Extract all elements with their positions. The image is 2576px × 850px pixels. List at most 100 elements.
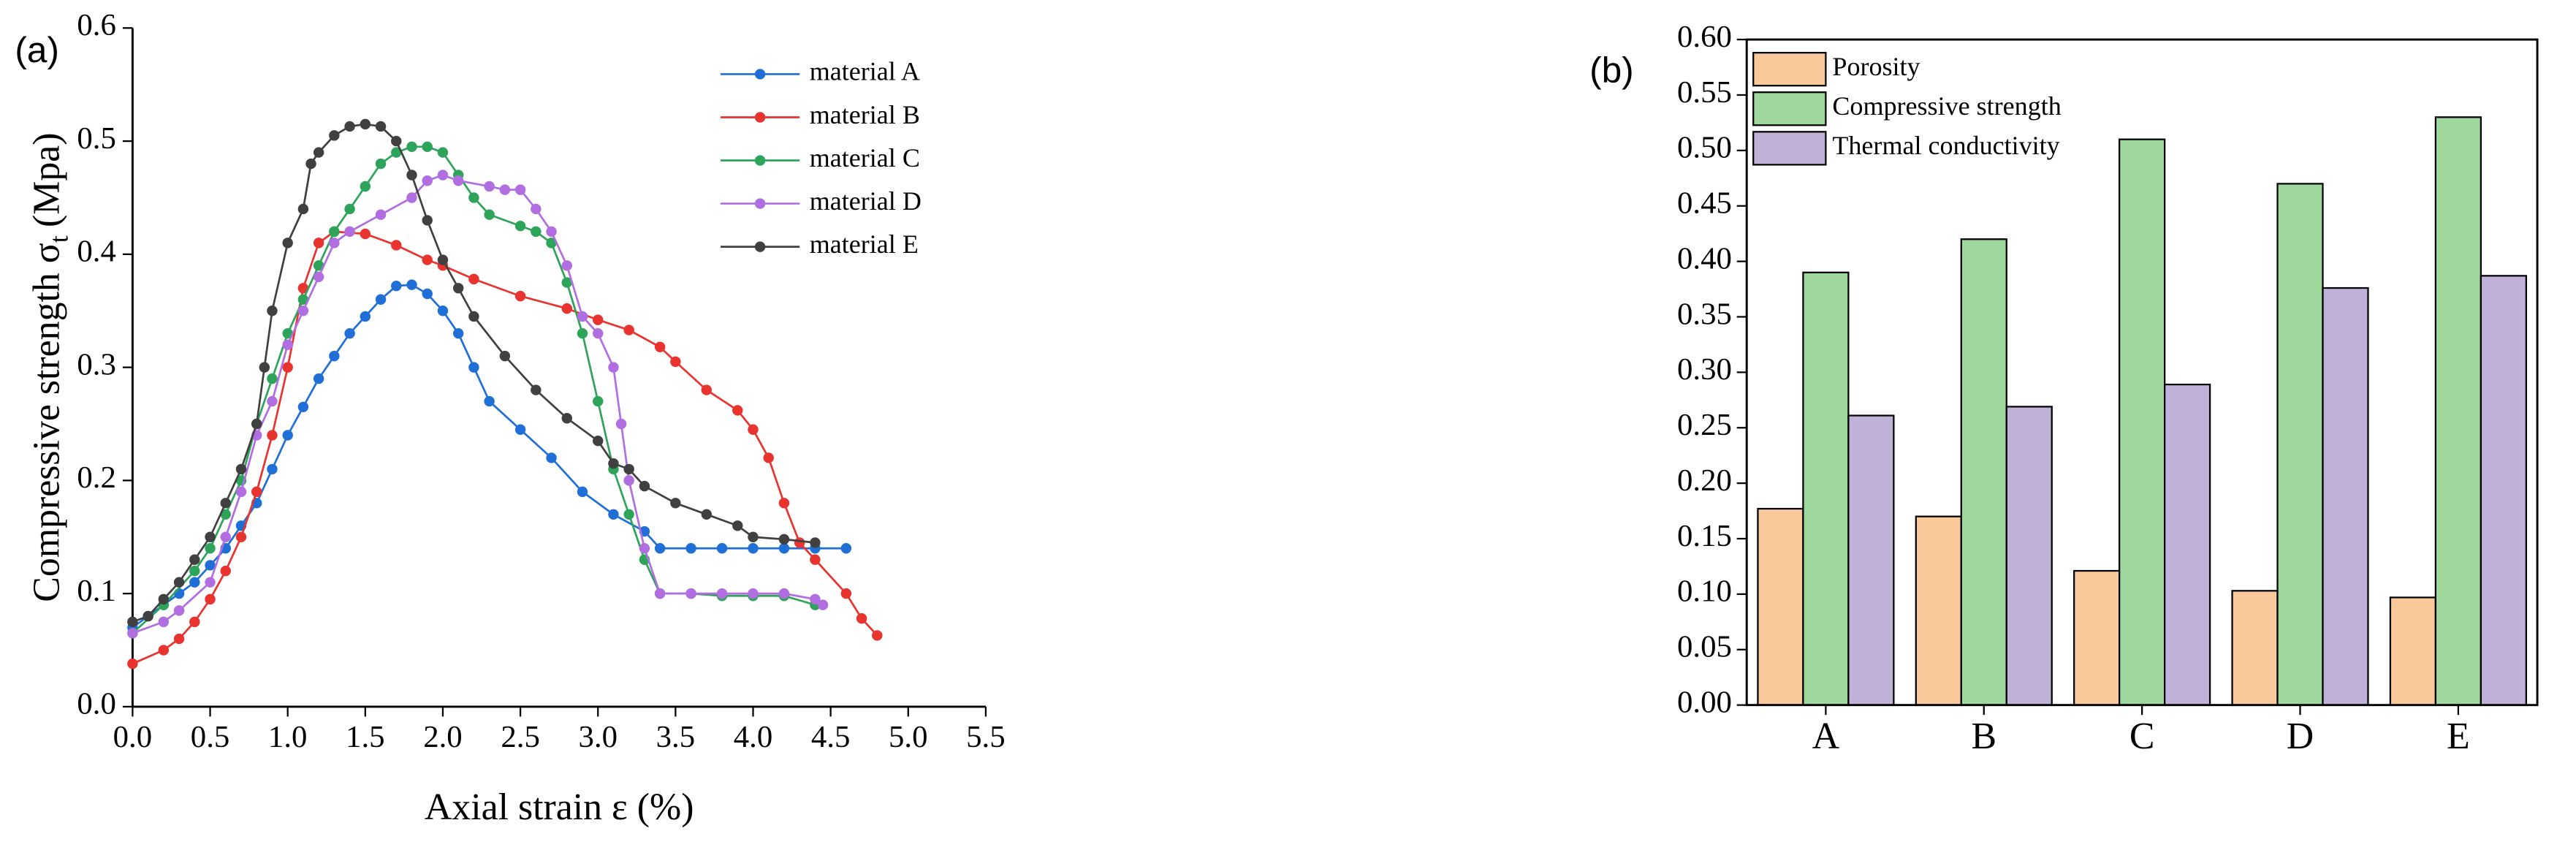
- x-tick-label: 4.5: [811, 720, 851, 754]
- data-point: [639, 543, 650, 554]
- legend-marker: [754, 112, 766, 123]
- data-point: [514, 220, 526, 232]
- x-tick-label: 3.0: [578, 720, 618, 754]
- bar: [1960, 238, 2007, 706]
- legend-marker: [754, 69, 766, 80]
- data-point: [468, 192, 479, 203]
- data-point: [561, 277, 572, 288]
- data-point: [235, 531, 247, 542]
- data-point: [623, 475, 634, 486]
- data-point: [189, 577, 200, 588]
- data-point: [375, 294, 387, 305]
- data-point: [360, 181, 371, 192]
- data-point: [778, 534, 790, 545]
- data-point: [623, 509, 634, 520]
- legend-swatch: [1752, 91, 1827, 126]
- data-point: [623, 325, 634, 335]
- data-point: [391, 135, 402, 147]
- x-tick-label: 5.0: [889, 720, 928, 754]
- data-point: [313, 238, 324, 248]
- x-tick-label: 3.5: [656, 720, 696, 754]
- bar: [1802, 271, 1850, 706]
- bar: [1915, 515, 1962, 706]
- data-point: [840, 543, 852, 554]
- data-point: [305, 158, 316, 170]
- bar: [2276, 183, 2324, 706]
- legend-label: Compressive strength: [1832, 91, 2061, 121]
- data-point: [267, 463, 278, 475]
- data-point: [732, 405, 743, 416]
- data-point: [514, 424, 526, 435]
- data-point: [158, 645, 170, 656]
- x-tick-label: 4.0: [734, 720, 773, 754]
- x-tick-label: 2.0: [423, 720, 463, 754]
- data-point: [173, 588, 185, 599]
- data-point: [391, 280, 402, 292]
- data-point: [235, 486, 247, 498]
- data-point: [608, 458, 619, 469]
- data-point: [375, 158, 387, 170]
- bar: [2389, 596, 2437, 706]
- data-point: [468, 362, 479, 373]
- data-point: [220, 509, 231, 520]
- data-point: [344, 327, 355, 339]
- data-point: [623, 463, 634, 475]
- data-point: [205, 593, 216, 605]
- x-tick-label: 1.5: [346, 720, 385, 754]
- bar: [2434, 116, 2482, 706]
- data-point: [593, 327, 604, 339]
- data-point: [654, 588, 666, 599]
- y-tick-label: 0.55: [1677, 75, 1732, 110]
- data-point: [297, 203, 309, 215]
- bar: [2231, 590, 2279, 706]
- data-point: [158, 593, 170, 605]
- data-point: [514, 290, 526, 302]
- data-point: [499, 350, 511, 362]
- data-point: [654, 543, 666, 554]
- legend-label: material C: [810, 143, 920, 172]
- data-point: [235, 463, 247, 475]
- legend-swatch: [1752, 131, 1827, 166]
- data-point: [810, 537, 821, 548]
- y-tick-label: 0.35: [1677, 297, 1732, 331]
- data-point: [267, 373, 278, 384]
- data-point: [546, 452, 557, 463]
- data-point: [748, 588, 759, 599]
- data-point: [127, 658, 138, 669]
- data-point: [748, 531, 759, 542]
- data-point: [329, 238, 340, 248]
- x-tick-label: D: [2287, 716, 2314, 757]
- series-line: [132, 145, 816, 634]
- data-point: [297, 401, 309, 412]
- x-tick-label: 5.5: [966, 720, 1006, 754]
- legend-label: Porosity: [1832, 52, 1920, 81]
- y-tick-label: 0.2: [77, 460, 116, 495]
- data-point: [531, 203, 542, 215]
- data-point: [872, 630, 883, 641]
- data-point: [329, 350, 340, 362]
- y-tick-label: 0.00: [1677, 685, 1732, 719]
- data-point: [297, 306, 309, 316]
- data-point: [205, 577, 216, 588]
- data-point: [701, 509, 713, 520]
- data-point: [297, 294, 309, 305]
- y-tick-label: 0.50: [1677, 131, 1732, 165]
- bar: [2005, 406, 2053, 706]
- data-point: [701, 384, 713, 395]
- y-tick-label: 0.6: [77, 8, 116, 42]
- data-point: [282, 339, 293, 350]
- y-tick-label: 0.5: [77, 121, 116, 156]
- data-point: [615, 418, 627, 430]
- data-point: [778, 588, 790, 599]
- legend-marker: [754, 241, 766, 252]
- y-tick-label: 0.0: [77, 687, 116, 721]
- data-point: [329, 130, 340, 141]
- data-point: [437, 170, 449, 181]
- data-point: [406, 170, 417, 181]
- panel-label: (a): [15, 29, 59, 70]
- x-tick-label: A: [1812, 716, 1840, 757]
- bar: [2163, 383, 2211, 706]
- x-tick-label: B: [1971, 716, 1996, 757]
- y-axis-label-unit: (Mpa): [26, 132, 68, 227]
- data-point: [763, 452, 774, 463]
